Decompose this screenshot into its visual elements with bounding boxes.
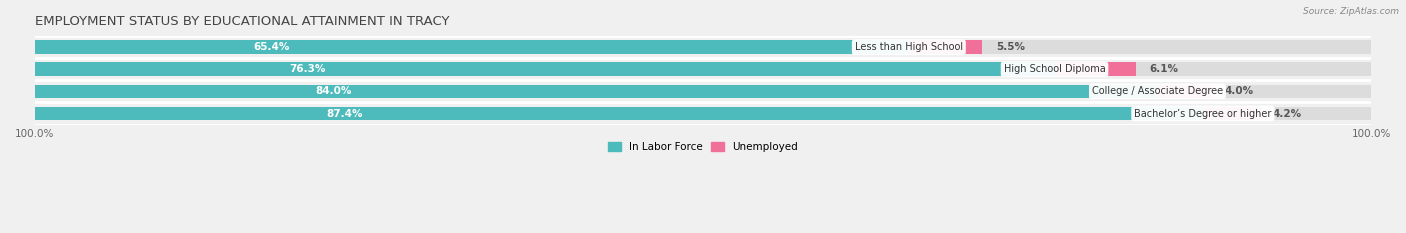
Bar [908,40,983,54]
Bar [35,40,1371,54]
Bar [1054,62,1136,76]
Text: 5.5%: 5.5% [995,42,1025,52]
Bar [35,62,1054,76]
Bar [35,107,1371,120]
Bar [35,40,908,54]
Text: 76.3%: 76.3% [290,64,326,74]
Text: Source: ZipAtlas.com: Source: ZipAtlas.com [1303,7,1399,16]
Text: Bachelor’s Degree or higher: Bachelor’s Degree or higher [1135,109,1271,119]
Text: 84.0%: 84.0% [315,86,352,96]
Bar [35,85,1157,98]
Text: 65.4%: 65.4% [253,42,290,52]
Text: Less than High School: Less than High School [855,42,963,52]
Bar [35,62,1371,76]
Bar [1157,85,1211,98]
Text: EMPLOYMENT STATUS BY EDUCATIONAL ATTAINMENT IN TRACY: EMPLOYMENT STATUS BY EDUCATIONAL ATTAINM… [35,15,449,28]
Bar [1204,107,1258,120]
Text: 6.1%: 6.1% [1150,64,1178,74]
Text: College / Associate Degree: College / Associate Degree [1092,86,1223,96]
Bar [35,107,1204,120]
Text: 87.4%: 87.4% [326,109,363,119]
Text: 4.0%: 4.0% [1225,86,1253,96]
Text: High School Diploma: High School Diploma [1004,64,1105,74]
Bar [35,85,1371,98]
Text: 4.2%: 4.2% [1272,109,1302,119]
Legend: In Labor Force, Unemployed: In Labor Force, Unemployed [605,138,801,157]
